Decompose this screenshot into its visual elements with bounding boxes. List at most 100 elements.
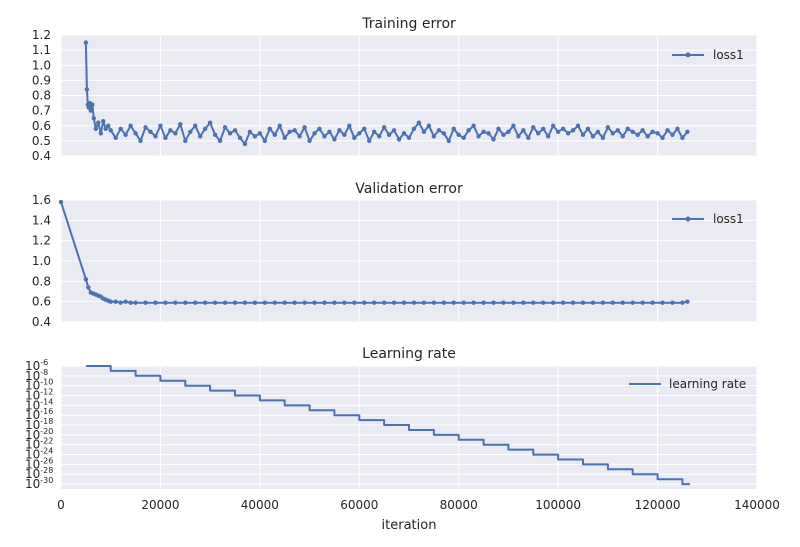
chart-title: Learning rate: [362, 346, 456, 362]
data-point: [396, 137, 402, 142]
data-point: [98, 131, 103, 136]
data-point: [158, 123, 163, 128]
data-point: [287, 129, 292, 134]
data-point: [128, 123, 133, 128]
data-point: [272, 300, 277, 305]
data-point: [173, 131, 178, 136]
data-point: [372, 129, 377, 134]
data-point: [391, 300, 397, 305]
data-point: [133, 131, 138, 136]
data-point: [262, 138, 268, 144]
data-point: [153, 300, 158, 305]
data-point: [521, 300, 526, 305]
chart-title: Training error: [361, 16, 456, 32]
data-point: [411, 300, 417, 305]
data-point: [262, 300, 268, 305]
y-tick-label: 1.4: [32, 213, 51, 227]
data-point: [212, 132, 218, 138]
data-point: [183, 300, 188, 305]
data-point: [625, 126, 630, 131]
legend: loss1: [672, 212, 744, 226]
data-point: [685, 129, 690, 134]
y-tick-label: 0.4: [32, 315, 51, 329]
y-tick-labels: 0.4 0.6 0.8 1.0 1.2 1.4 1.6: [32, 193, 51, 329]
data-point: [96, 120, 101, 125]
y-tick-label: 1.0: [32, 58, 51, 72]
data-point: [650, 300, 655, 305]
data-point: [441, 300, 446, 305]
data-point: [193, 123, 198, 128]
data-point: [590, 300, 596, 305]
data-point: [297, 134, 302, 139]
data-point: [237, 135, 243, 141]
data-point: [481, 129, 486, 134]
legend-marker: [685, 216, 691, 222]
data-point: [610, 131, 616, 136]
data-point: [322, 300, 327, 305]
data-point: [108, 299, 113, 304]
data-point: [560, 300, 566, 305]
data-point: [645, 134, 650, 139]
data-point: [357, 131, 362, 136]
y-tick-label: 10-26: [25, 456, 53, 471]
y-tick-label: 10-14: [25, 397, 53, 412]
data-point: [516, 134, 521, 139]
data-point: [491, 137, 496, 142]
series-group: [85, 365, 690, 486]
data-point: [431, 134, 437, 139]
y-tick-label: 10-22: [25, 437, 53, 452]
data-point: [362, 126, 367, 131]
data-point: [416, 120, 422, 125]
data-point: [83, 40, 89, 45]
x-tick-label: 120000: [635, 498, 681, 512]
data-point: [198, 134, 203, 139]
data-point: [570, 300, 576, 305]
data-point: [173, 300, 178, 305]
x-tick-label: 60000: [340, 498, 378, 512]
y-tick-label: 10-24: [25, 447, 53, 462]
data-point: [232, 300, 238, 305]
data-point: [352, 135, 357, 141]
data-point: [675, 126, 680, 131]
legend: learning rate: [629, 377, 746, 391]
legend-label: loss1: [713, 48, 744, 62]
data-point: [421, 300, 427, 305]
data-point: [327, 129, 332, 134]
data-point: [247, 129, 253, 134]
data-point: [406, 135, 412, 141]
data-point: [550, 123, 556, 128]
data-point: [163, 300, 168, 305]
data-point: [207, 120, 213, 125]
x-tick-label: 40000: [241, 498, 279, 512]
data-point: [381, 300, 387, 305]
data-point: [546, 134, 551, 139]
data-point: [282, 135, 287, 141]
data-point: [595, 129, 601, 134]
data-point: [242, 300, 248, 305]
data-point: [451, 126, 456, 131]
gridlines: [60, 34, 758, 157]
data-point: [421, 129, 427, 134]
data-point: [471, 300, 476, 305]
data-point: [511, 300, 516, 305]
data-point: [277, 123, 282, 128]
data-point: [292, 128, 297, 133]
data-point: [521, 128, 526, 133]
data-point: [242, 141, 248, 147]
data-point: [342, 132, 347, 138]
series-line: [85, 365, 690, 486]
data-point: [217, 138, 223, 144]
data-point: [670, 132, 675, 138]
data-point: [272, 132, 277, 138]
y-tick-label: 1.1: [32, 43, 51, 57]
data-point: [496, 126, 501, 131]
learning-rate-panel: Learning rate 10-610-810-1010-1210-1410-…: [25, 346, 780, 533]
data-point: [401, 131, 407, 136]
data-point: [615, 128, 620, 133]
data-point: [227, 131, 233, 136]
data-point: [84, 87, 90, 92]
data-point: [113, 135, 118, 141]
data-point: [630, 300, 635, 305]
y-tick-label: 10-6: [25, 358, 48, 373]
data-point: [133, 300, 138, 305]
